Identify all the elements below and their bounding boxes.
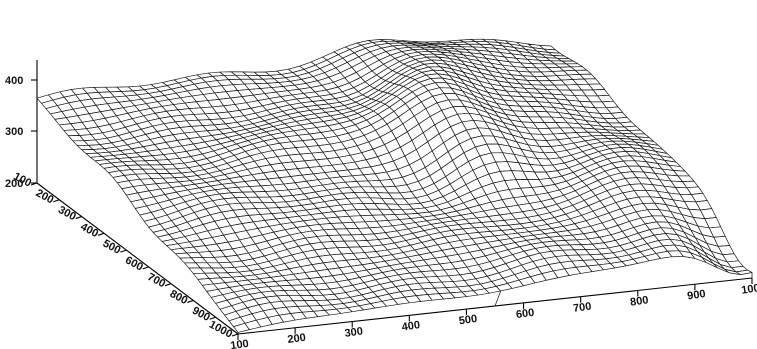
y-axis-tick-label: 300 xyxy=(56,204,78,223)
y-axis-tick-label: 200 xyxy=(34,187,56,206)
y-axis-tick xyxy=(209,316,216,320)
y-axis-tick xyxy=(187,299,194,303)
x-axis-tick-label: 300 xyxy=(344,325,364,339)
y-axis-line xyxy=(36,182,239,335)
x-axis-tick-label: 600 xyxy=(515,307,535,321)
x-axis-tick-label: 200 xyxy=(287,332,307,346)
y-axis-tick-label: 700 xyxy=(145,271,167,290)
z-tick-label: 400 xyxy=(5,75,23,87)
x-axis-tick-label: 100 xyxy=(230,338,250,349)
y-axis-tick xyxy=(142,266,149,270)
z-tick-label: 300 xyxy=(5,126,23,138)
x-axis-tick-label: 500 xyxy=(458,313,478,327)
y-axis-tick xyxy=(231,333,239,337)
y-axis-tick xyxy=(120,249,127,253)
y-axis-tick xyxy=(164,283,172,287)
y-axis-tick-label: 500 xyxy=(101,238,123,257)
y-axis-tick-label: 600 xyxy=(123,254,145,273)
y-axis-tick xyxy=(75,216,82,220)
y-axis-tick xyxy=(53,199,60,203)
y-axis-tick-label: 800 xyxy=(168,288,190,307)
y-axis-tick xyxy=(97,232,105,236)
y-axis-tick-label: 400 xyxy=(78,221,100,240)
x-axis-tick-label: 800 xyxy=(629,294,649,308)
y-axis-tick-label: 900 xyxy=(190,305,212,324)
surface-edge-line xyxy=(494,290,502,307)
x-axis-tick-label: 400 xyxy=(401,319,421,333)
x-axis-tick-label: 1000 xyxy=(741,281,757,296)
x-axis-tick-label: 900 xyxy=(687,288,707,302)
surface-mesh xyxy=(36,38,753,334)
y-axis-tick xyxy=(30,182,38,186)
x-axis-tick-label: 700 xyxy=(572,300,592,314)
z-tick-label: 200 xyxy=(5,178,23,190)
